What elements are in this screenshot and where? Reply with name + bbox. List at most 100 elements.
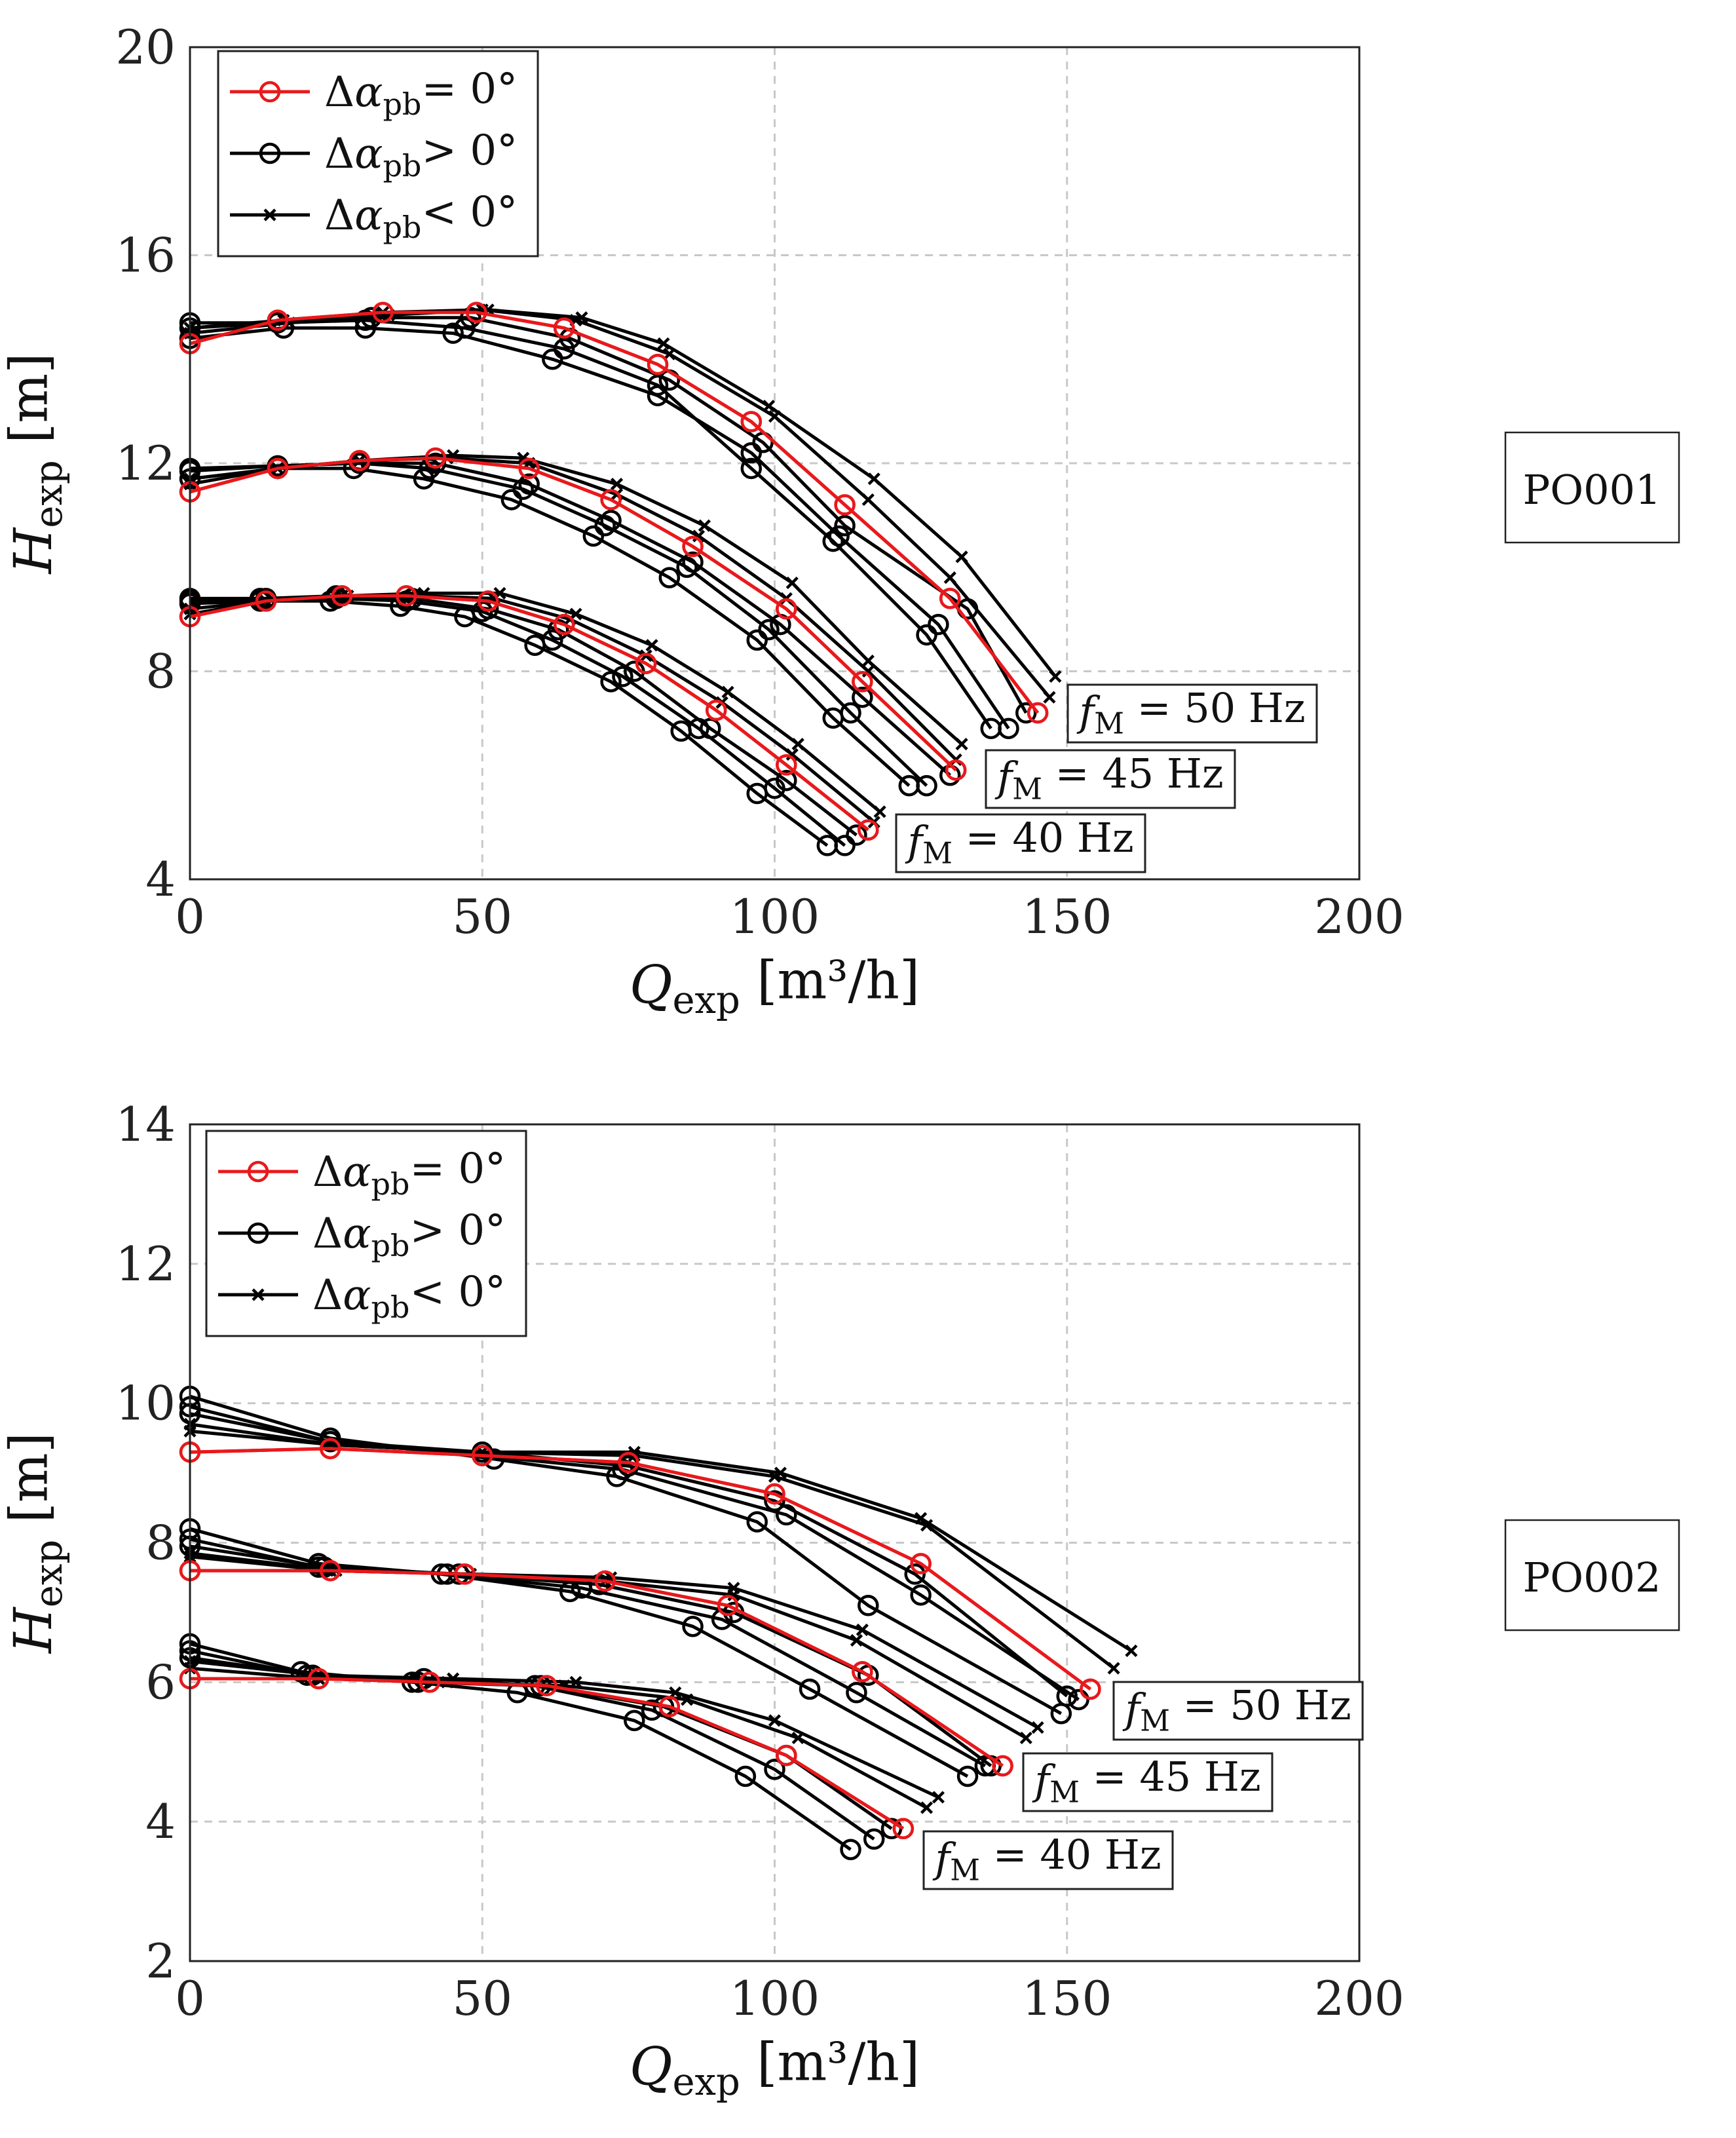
data-point-cross (955, 550, 968, 563)
legend-label-pos: Δαpb> 0° (324, 126, 518, 183)
legend-label-pos: Δαpb> 0° (312, 1206, 506, 1263)
y-tick-label: 12 (115, 1236, 176, 1291)
x-tick-label: 50 (452, 1971, 512, 2026)
legend: Δαpb= 0°Δαpb> 0°Δαpb< 0° (217, 50, 539, 258)
data-point-circle (542, 629, 563, 651)
data-point-cross (768, 1714, 782, 1727)
data-point-circle (1050, 1702, 1072, 1725)
data-point-circle (776, 769, 797, 792)
data-point-circle (600, 510, 622, 531)
data-point-circle (764, 1759, 785, 1780)
y-tick-label: 10 (115, 1376, 176, 1431)
annotation-label: fM = 50 Hz (1122, 1681, 1351, 1738)
data-point-red (308, 1668, 330, 1690)
annotation-box (1066, 683, 1318, 744)
y-tick-label: 2 (145, 1934, 176, 1989)
data-point-circle (582, 525, 605, 547)
data-point-red (618, 1451, 639, 1474)
data-point-circle (834, 835, 856, 856)
data-point-circle (413, 468, 435, 490)
data-point-red (910, 1553, 932, 1575)
annotation-frequency: fM = 45 Hz (985, 749, 1236, 809)
data-point-circle (1068, 1689, 1089, 1711)
data-point-red (852, 671, 873, 693)
data-point-red (834, 494, 856, 516)
data-point-circle (682, 1615, 704, 1637)
data-point-cross (932, 1791, 945, 1804)
data-point-cross (663, 347, 676, 360)
data-point-cross (1049, 670, 1062, 683)
y-tick-label: 6 (145, 1654, 176, 1709)
data-point-red (682, 535, 704, 558)
data-point-cross (698, 519, 711, 532)
data-point-red (477, 590, 499, 612)
data-point-red (267, 457, 289, 480)
data-point-circle (740, 457, 763, 480)
x-tick-label: 0 (175, 1971, 205, 2026)
data-point-red (395, 585, 417, 607)
y-axis-label: Hexp [m] (0, 1432, 71, 1654)
data-point-circle (746, 629, 768, 651)
data-point-circle (600, 671, 622, 693)
x-tick-label: 0 (175, 889, 205, 944)
y-axis-label: Hexp [m] (0, 353, 71, 575)
pump-tag-label: PO002 (1523, 1554, 1661, 1601)
data-point-circle (746, 1511, 768, 1533)
data-point-circle (928, 613, 949, 636)
data-point-red (372, 301, 394, 324)
data-point-cross (721, 685, 734, 698)
x-axis-label: Qexp [m³/h] (630, 2032, 920, 2104)
data-point-red (425, 447, 447, 469)
y-tick-label: 20 (115, 20, 176, 75)
y-tick-label: 14 (115, 1097, 176, 1152)
data-point-circle (816, 835, 839, 856)
series-line (189, 599, 829, 847)
data-point-red (553, 317, 575, 339)
data-point-circle (840, 702, 861, 724)
series-line (189, 1527, 969, 1778)
data-point-red (349, 449, 371, 472)
data-point-circle (998, 717, 1019, 740)
data-point-cross (861, 493, 875, 506)
data-point-cross (645, 639, 658, 652)
x-tick-label: 100 (730, 889, 820, 944)
data-point-cross (943, 571, 956, 584)
data-point-red (553, 613, 575, 636)
data-point-red (454, 1563, 476, 1585)
data-point-red (319, 1438, 341, 1460)
x-axis-label: Qexp [m³/h] (630, 950, 920, 1022)
series-line-red (189, 456, 957, 772)
data-point-cross (610, 478, 624, 491)
pump-tag-box (1504, 1519, 1680, 1632)
data-point-circle (916, 774, 937, 797)
data-point-red (1027, 702, 1049, 724)
pump-tag-label: PO001 (1523, 466, 1661, 514)
data-point-circle (1015, 702, 1037, 724)
annotation-label: fM = 50 Hz (1076, 684, 1305, 740)
data-point-circle (553, 338, 575, 360)
data-point-cross (920, 1519, 934, 1532)
data-point-cross (856, 1623, 869, 1637)
data-point-red (776, 754, 797, 776)
series-line (189, 467, 911, 787)
data-point-cross (1019, 1731, 1032, 1745)
data-point-circle (682, 551, 704, 573)
legend-label-red: Δαpb= 0° (324, 65, 518, 122)
series-line (189, 326, 1010, 730)
data-point-circle (460, 307, 481, 328)
annotation-box (985, 749, 1236, 809)
x-tick-label: 50 (452, 889, 512, 944)
data-point-cross (850, 1633, 863, 1647)
y-tick-label: 8 (145, 644, 176, 699)
annotation-box (922, 1830, 1174, 1890)
data-point-circle (548, 619, 569, 641)
legend-marker-cross (263, 208, 276, 221)
data-point-circle (512, 478, 534, 500)
data-point-circle (904, 1563, 926, 1585)
series-line-red (189, 311, 1040, 714)
data-point-circle (542, 349, 563, 370)
data-point-circle (734, 1765, 757, 1787)
annotation-frequency: fM = 40 Hz (922, 1830, 1174, 1890)
data-point-red (267, 309, 289, 331)
